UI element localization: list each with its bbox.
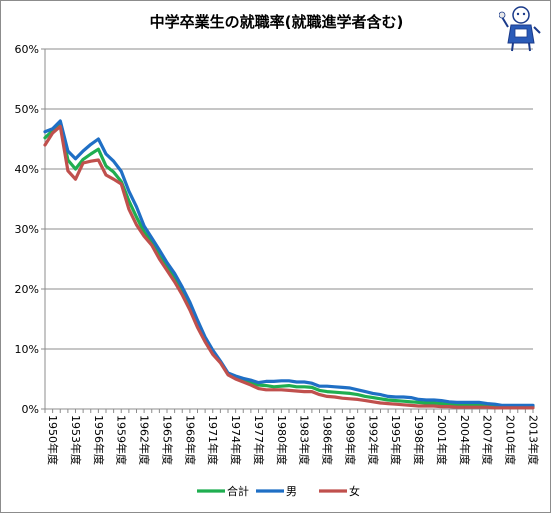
legend-label: 男 (286, 485, 297, 498)
legend-label: 女 (349, 484, 360, 498)
chart-title: 中学卒業生の就職率(就職進学者含む) (149, 13, 404, 31)
x-tick-label: 2007年度 (481, 415, 495, 465)
x-tick-label: 1950年度 (46, 415, 60, 465)
x-tick-label: 1953年度 (69, 415, 83, 465)
x-tick-label: 1986年度 (321, 415, 335, 465)
x-tick-label: 2001年度 (435, 415, 449, 465)
series-line-男 (43, 119, 535, 407)
series-line-女 (43, 124, 535, 410)
y-tick-label: 10% (15, 343, 39, 356)
x-tick-label: 1959年度 (115, 415, 129, 465)
y-tick-label: 20% (15, 283, 39, 296)
y-tick-label: 50% (15, 103, 39, 116)
x-tick-label: 1974年度 (229, 415, 243, 465)
x-tick-label: 2013年度 (526, 415, 540, 465)
x-tick-label: 1962年度 (138, 415, 152, 465)
x-tick-label: 1956年度 (92, 415, 106, 465)
y-tick-label: 40% (15, 163, 39, 176)
legend-label: 合計 (227, 484, 249, 498)
series-line-合計 (43, 121, 535, 409)
x-tick-label: 1989年度 (343, 415, 357, 465)
x-tick-label: 1995年度 (389, 415, 403, 465)
x-tick-label: 1977年度 (252, 415, 266, 465)
x-tick-label: 1965年度 (160, 415, 174, 465)
x-tick-label: 1998年度 (412, 415, 426, 465)
x-tick-label: 1968年度 (183, 415, 197, 465)
mascot-icon (499, 6, 541, 52)
x-tick-label: 2010年度 (504, 415, 518, 465)
x-tick-label: 1971年度 (206, 415, 220, 465)
x-tick-label: 1992年度 (366, 415, 380, 465)
y-tick-label: 30% (15, 223, 39, 236)
x-tick-label: 1980年度 (275, 415, 289, 465)
y-tick-label: 0% (22, 403, 39, 416)
y-tick-label: 60% (15, 43, 39, 56)
x-tick-label: 1983年度 (298, 415, 312, 465)
x-tick-label: 2004年度 (458, 415, 472, 465)
